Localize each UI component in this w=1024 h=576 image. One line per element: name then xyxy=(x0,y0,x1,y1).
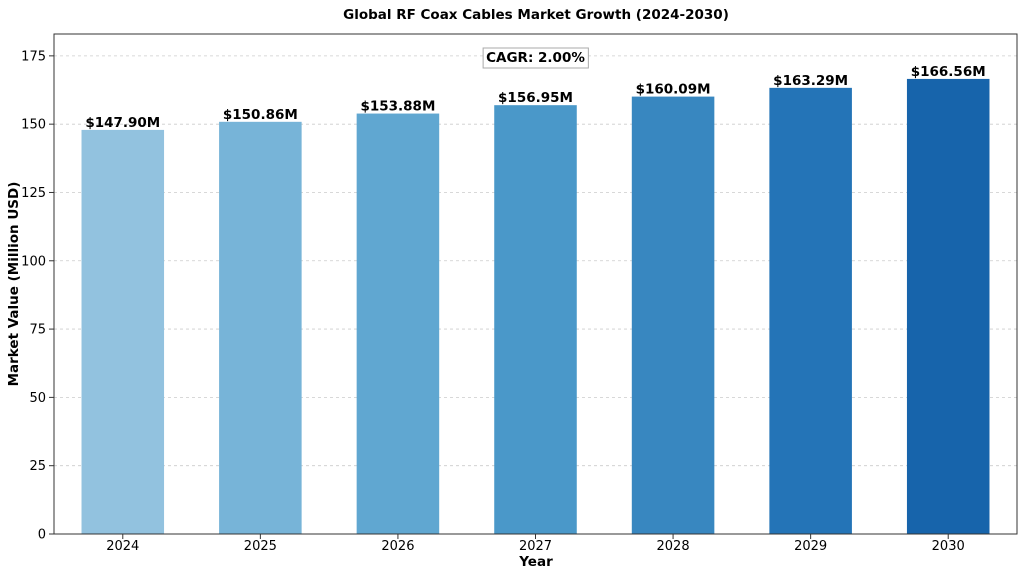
bar-value-label: $147.90M xyxy=(85,115,160,131)
x-tick-label: 2027 xyxy=(519,539,552,554)
x-axis-label: Year xyxy=(518,554,553,570)
bar-value-label: $163.29M xyxy=(773,73,848,89)
bar-2025 xyxy=(219,121,302,534)
bar-2026 xyxy=(356,113,440,535)
bar-value-label: $150.86M xyxy=(223,107,298,123)
bars xyxy=(81,78,990,535)
chart-title: Global RF Coax Cables Market Growth (202… xyxy=(343,7,729,23)
x-axis-ticks: 2024 2025 2026 2027 2028 2029 2030 xyxy=(106,534,965,554)
x-tick-label: 2024 xyxy=(106,539,139,554)
y-tick-label: 125 xyxy=(21,186,46,201)
y-tick-label: 175 xyxy=(21,49,46,64)
cagr-annotation: CAGR: 2.00% xyxy=(482,47,589,69)
x-tick-label: 2030 xyxy=(932,539,965,554)
bar-2029 xyxy=(769,87,852,534)
bar-2027 xyxy=(494,105,577,534)
y-tick-label: 100 xyxy=(21,254,46,269)
bar-value-label: $166.56M xyxy=(911,64,986,80)
bar-2028 xyxy=(631,96,715,534)
data-labels: $147.90M $150.86M $153.88M $156.95M $160.09M… xyxy=(85,64,985,131)
cagr-annotation-box xyxy=(482,47,589,69)
y-tick-label: 150 xyxy=(21,118,46,133)
bar-2024 xyxy=(81,129,165,534)
bar-value-label: $153.88M xyxy=(360,99,435,115)
y-tick-label: 0 xyxy=(38,528,46,543)
bar-value-label: $160.09M xyxy=(636,82,711,98)
bar-2030 xyxy=(906,78,990,534)
y-tick-label: 75 xyxy=(29,323,46,338)
x-tick-label: 2028 xyxy=(657,539,690,554)
x-tick-label: 2026 xyxy=(381,539,414,554)
y-tick-label: 50 xyxy=(29,391,46,406)
x-tick-label: 2029 xyxy=(794,539,827,554)
y-axis-label: Market Value (Million USD) xyxy=(6,182,22,387)
y-tick-label: 25 xyxy=(29,459,46,474)
x-tick-label: 2025 xyxy=(244,539,277,554)
y-axis-ticks: 0 25 50 75 100 125 150 175 xyxy=(21,49,54,543)
cagr-annotation-text: CAGR: 2.00% xyxy=(486,50,585,66)
bar-value-label: $156.95M xyxy=(498,90,573,106)
